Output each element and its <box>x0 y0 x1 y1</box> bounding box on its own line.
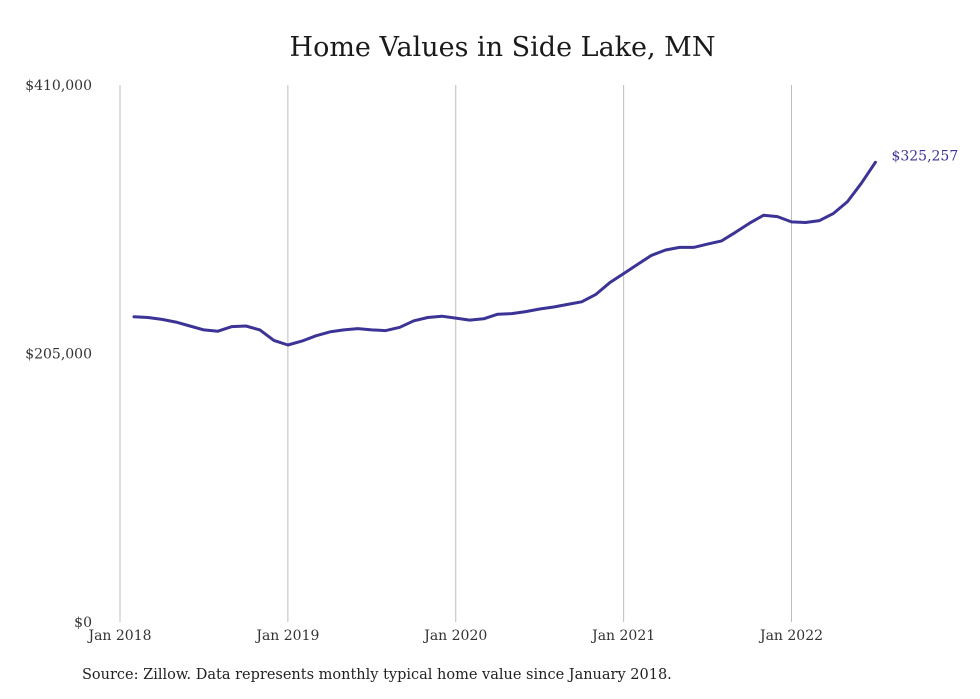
data-point <box>329 331 331 333</box>
data-point <box>483 318 485 320</box>
x-tick-label: Jan 2018 <box>86 628 151 644</box>
data-point <box>706 243 708 245</box>
series-layer <box>132 160 877 347</box>
data-point <box>650 254 652 256</box>
end-value-label: $325,257 <box>891 148 958 164</box>
data-point <box>804 221 806 223</box>
x-tick-label: Jan 2019 <box>254 628 319 644</box>
data-point <box>846 200 848 202</box>
data-point <box>874 161 876 163</box>
y-tick-label: $0 <box>74 615 92 631</box>
data-point <box>413 320 415 322</box>
y-tick-label: $410,000 <box>25 78 92 94</box>
data-point <box>147 316 149 318</box>
data-point <box>287 344 289 346</box>
data-point <box>608 282 610 284</box>
x-tick-label: Jan 2022 <box>758 628 823 644</box>
data-point <box>133 316 135 318</box>
line-chart: Jan 2018 Jan 2019 Jan 2020 Jan 2021 Jan 2022… <box>25 78 958 644</box>
data-point <box>678 246 680 248</box>
data-point <box>315 335 317 337</box>
data-point <box>524 310 526 312</box>
data-point <box>203 329 205 331</box>
data-point <box>664 249 666 251</box>
data-point <box>692 246 694 248</box>
data-point <box>231 325 233 327</box>
labels: Jan 2018 Jan 2019 Jan 2020 Jan 2021 Jan 2022… <box>25 78 958 644</box>
data-point <box>371 329 373 331</box>
data-point <box>245 325 247 327</box>
data-point <box>455 317 457 319</box>
data-point <box>497 313 499 315</box>
data-point <box>720 240 722 242</box>
data-point <box>273 339 275 341</box>
data-point <box>189 325 191 327</box>
data-point <box>357 327 359 329</box>
y-tick-label: $205,000 <box>25 347 92 363</box>
series-line <box>132 160 877 347</box>
data-point <box>385 329 387 331</box>
data-point <box>301 340 303 342</box>
data-point <box>734 231 736 233</box>
data-point <box>566 303 568 305</box>
data-point <box>538 308 540 310</box>
x-tick-label: Jan 2021 <box>590 628 655 644</box>
data-point <box>217 330 219 332</box>
data-point <box>343 329 345 331</box>
grid-lines <box>119 85 792 622</box>
data-point <box>552 306 554 308</box>
data-point <box>748 222 750 224</box>
data-point <box>161 318 163 320</box>
data-point <box>441 315 443 317</box>
data-point <box>636 263 638 265</box>
data-point <box>818 219 820 221</box>
data-point <box>511 312 513 314</box>
data-point <box>790 221 792 223</box>
data-point <box>860 182 862 184</box>
chart-title: Home Values in Side Lake, MN <box>289 32 716 63</box>
data-point <box>399 326 401 328</box>
data-point <box>832 212 834 214</box>
data-point <box>762 214 764 216</box>
source-note: Source: Zillow. Data represents monthly … <box>82 667 672 683</box>
data-point <box>175 321 177 323</box>
data-point <box>594 293 596 295</box>
data-point <box>622 272 624 274</box>
data-point <box>259 329 261 331</box>
x-tick-label: Jan 2020 <box>422 628 487 644</box>
data-point <box>427 316 429 318</box>
data-point <box>580 301 582 303</box>
data-point <box>469 319 471 321</box>
data-point <box>776 215 778 217</box>
